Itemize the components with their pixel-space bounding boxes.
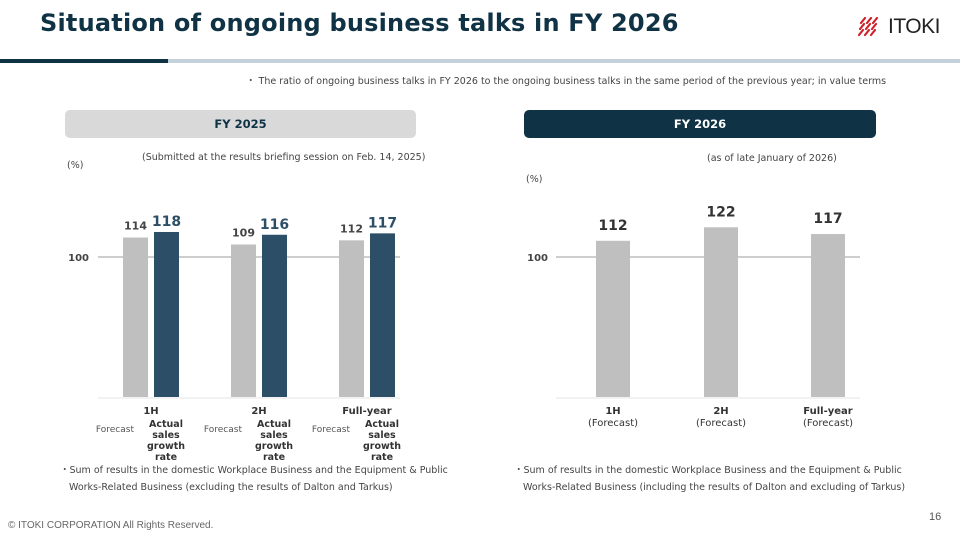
itoki-logo: ITOKI: [858, 15, 940, 38]
panel-header-fy2026: FY 2026: [524, 110, 876, 138]
sublabel-actual: growth: [363, 441, 401, 452]
source-note-fy2025: (Submitted at the results briefing sessi…: [142, 152, 426, 163]
bar-forecast: [704, 227, 738, 397]
category-label: 2H: [713, 406, 728, 417]
sublabel-forecast: Forecast: [96, 425, 135, 435]
unit-label-fy2025: (%): [67, 160, 84, 171]
category-sublabel: (Forecast): [588, 418, 638, 429]
title-rule: [168, 59, 960, 63]
data-label-forecast: 112: [598, 218, 627, 234]
bar-forecast: [596, 240, 630, 397]
sublabel-actual: sales: [260, 430, 288, 441]
sublabel-actual: rate: [371, 452, 393, 463]
data-label-actual: 117: [368, 215, 397, 231]
source-note-fy2026: (as of late January of 2026): [707, 153, 837, 164]
bar-forecast: [811, 234, 845, 397]
copyright: © ITOKI CORPORATION All Rights Reserved.: [8, 520, 214, 531]
panel-header-fy2025: FY 2025: [65, 110, 416, 138]
category-sublabel: (Forecast): [803, 418, 853, 429]
sublabel-actual: Actual: [257, 419, 291, 430]
page-title: Situation of ongoing business talks in F…: [40, 9, 679, 37]
footnote-fy2026: ・Sum of results in the domestic Workplac…: [514, 462, 905, 496]
category-label: 1H: [605, 406, 620, 417]
footnote-fy2025-line2: Works-Related Business (excluding the re…: [69, 482, 393, 493]
sublabel-actual: growth: [255, 441, 293, 452]
category-label: 2H: [251, 406, 266, 417]
data-label-forecast: 117: [813, 211, 842, 227]
bar-actual: [154, 231, 179, 397]
category-label: Full-year: [342, 406, 392, 417]
data-label-forecast: 112: [340, 222, 363, 235]
bar-forecast: [231, 244, 256, 397]
data-label-actual: 116: [260, 217, 289, 233]
bar-actual: [370, 233, 395, 397]
sublabel-actual: growth: [147, 441, 185, 452]
title-rule-accent: [0, 59, 168, 63]
sublabel-actual: Actual: [149, 419, 183, 430]
sublabel-actual: Actual: [365, 419, 399, 430]
chart-fy2026: 1001121H(Forecast)1222H(Forecast)117Full…: [527, 204, 860, 429]
sublabel-forecast: Forecast: [312, 425, 351, 435]
category-label: 1H: [143, 406, 158, 417]
data-label-forecast: 122: [706, 204, 735, 220]
footnote-fy2025: ・Sum of results in the domestic Workplac…: [60, 462, 448, 496]
itoki-slash-mark-icon: [858, 17, 879, 37]
bar-actual: [262, 234, 287, 397]
data-label-forecast: 114: [124, 220, 147, 233]
data-label-forecast: 109: [232, 226, 255, 239]
category-label: Full-year: [803, 406, 853, 417]
bar-forecast: [339, 240, 364, 397]
sublabel-forecast: Forecast: [204, 425, 243, 435]
category-sublabel: (Forecast): [696, 418, 746, 429]
reference-label-100: 100: [527, 253, 548, 264]
footnote-fy2026-line1: ・Sum of results in the domestic Workplac…: [514, 465, 902, 476]
logo-text: ITOKI: [888, 15, 940, 38]
sublabel-actual: rate: [155, 452, 177, 463]
page-number: 16: [929, 511, 942, 523]
sublabel-actual: sales: [152, 430, 180, 441]
data-label-actual: 118: [152, 214, 181, 230]
reference-label-100: 100: [68, 253, 89, 264]
ratio-note: ・ The ratio of ongoing business talks in…: [246, 76, 887, 87]
footnote-fy2025-line1: ・Sum of results in the domestic Workplac…: [60, 465, 448, 476]
unit-label-fy2026: (%): [526, 174, 543, 185]
bar-forecast: [123, 237, 148, 397]
sublabel-actual: rate: [263, 452, 285, 463]
footnote-fy2026-line2: Works-Related Business (including the re…: [523, 482, 906, 493]
sublabel-actual: sales: [368, 430, 396, 441]
